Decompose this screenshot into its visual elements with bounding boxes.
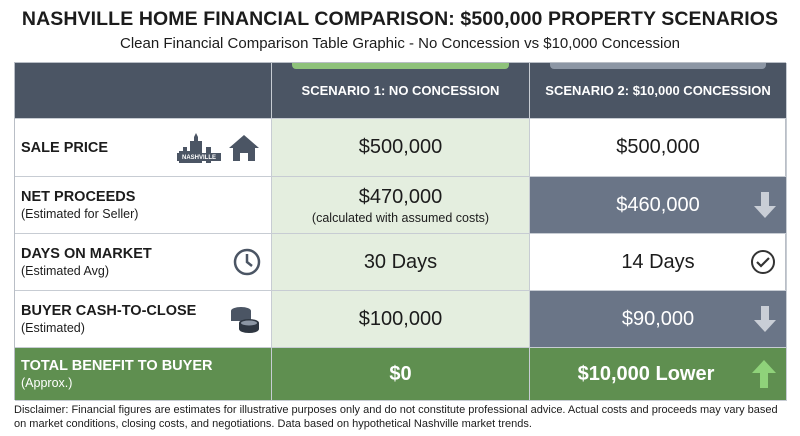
note: (calculated with assumed costs) (311, 210, 490, 225)
value-cell: $470,000 (calculated with assumed costs) (272, 177, 530, 234)
value: $0 (389, 362, 412, 385)
value: $460,000 (616, 193, 700, 216)
row-label: DAYS ON MARKET (Estimated Avg) (15, 234, 272, 291)
sublabel: (Estimated Avg) (21, 264, 110, 278)
value-cell: $90,000 (530, 291, 787, 348)
column-title: SCENARIO 2: $10,000 CONCESSION (545, 83, 771, 98)
value-cell: $100,000 (272, 291, 530, 348)
value-cell: $500,000 (272, 119, 530, 177)
down-arrow (754, 192, 776, 218)
label: SALE PRICE (21, 139, 109, 156)
row-label: SALE PRICE NASHVILLE (15, 119, 272, 177)
title: NASHVILLE HOME FINANCIAL COMPARISON: $50… (21, 8, 779, 30)
tab (550, 63, 766, 69)
value: $470,000 (358, 185, 443, 208)
subtitle: Clean Financial Comparison Table Graphic… (119, 35, 681, 52)
value: $500,000 (358, 136, 443, 158)
value-cell: $460,000 (530, 177, 787, 234)
sublabel: (Estimated) (21, 321, 85, 335)
value: $500,000 (616, 136, 700, 158)
value: 14 Days (621, 250, 695, 273)
check-icon (751, 250, 775, 274)
tab (292, 63, 509, 69)
label: BUYER CASH-TO-CLOSE (21, 303, 197, 319)
value: 30 Days (363, 250, 438, 273)
clock-icon (233, 248, 261, 276)
up-arrow (752, 360, 776, 388)
down-arrow (754, 306, 776, 332)
value-cell: $10,000 Lower (530, 348, 787, 401)
comparison-table: SCENARIO 1: NO CONCESSION SCENARIO 2: $1… (14, 62, 787, 401)
row-label: BUYER CASH-TO-CLOSE (Estimated) (15, 291, 272, 348)
row-label: TOTAL BENEFIT TO BUYER (Approx.) (15, 348, 272, 401)
disclaimer: Disclaimer: Financial figures are estima… (14, 404, 778, 430)
value: $90,000 (621, 307, 695, 330)
column-header: SCENARIO 2: $10,000 CONCESSION (530, 63, 787, 119)
row-label: NET PROCEEDS (Estimated for Seller) (15, 177, 272, 234)
column-header: SCENARIO 1: NO CONCESSION (272, 63, 530, 119)
label: NET PROCEEDS (21, 189, 136, 205)
label: DAYS ON MARKET (21, 246, 152, 262)
nashville-icons: NASHVILLE (177, 132, 259, 163)
value-cell: 30 Days (272, 234, 530, 291)
value-cell: $0 (272, 348, 530, 401)
column-title: SCENARIO 1: NO CONCESSION (301, 83, 500, 98)
corner-cell (15, 63, 272, 119)
value: $100,000 (358, 307, 443, 330)
sublabel: (Approx.) (21, 376, 73, 390)
value-cell: $500,000 (530, 119, 787, 177)
coins-icon (231, 307, 259, 333)
value: $10,000 Lower (577, 362, 715, 385)
label: TOTAL BENEFIT TO BUYER (21, 358, 213, 374)
sublabel: (Estimated for Seller) (21, 207, 139, 221)
icon-text: NASHVILLE (182, 155, 216, 161)
value-cell: 14 Days (530, 234, 787, 291)
